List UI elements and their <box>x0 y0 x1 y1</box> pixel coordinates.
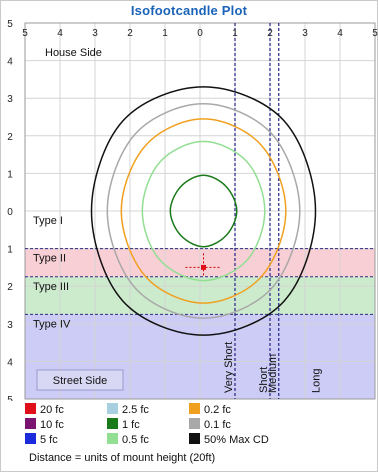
legend-label: 0.5 fc <box>122 434 149 446</box>
x-tick-label: 0 <box>197 28 203 39</box>
isoline <box>120 118 287 304</box>
street-side-box <box>36 369 124 391</box>
distance-label: Medium <box>267 354 279 393</box>
y-tick-label: 3 <box>7 320 13 331</box>
legend-swatch <box>25 433 36 444</box>
x-tick-label: 4 <box>57 28 63 39</box>
x-tick-label: 2 <box>267 28 273 39</box>
x-tick-label: 5 <box>372 28 378 39</box>
legend-swatch <box>107 418 118 429</box>
x-tick-label: 2 <box>127 28 133 39</box>
legend-item: 0.5 fc <box>107 433 149 447</box>
y-tick-label: 2 <box>7 282 13 293</box>
x-tick-label: 1 <box>232 28 238 39</box>
isoline <box>90 86 317 336</box>
legend-item: 0.2 fc <box>189 403 231 417</box>
legend-swatch <box>25 403 36 414</box>
y-tick-label: 1 <box>7 245 13 256</box>
distance-label: Long <box>311 369 323 393</box>
legend-swatch <box>189 433 200 444</box>
legend-item: 5 fc <box>25 433 58 447</box>
distance-label: Short <box>258 367 270 393</box>
isoline <box>169 174 238 248</box>
legend-swatch <box>107 403 118 414</box>
legend-item: 50% Max CD <box>189 433 269 447</box>
legend-item: 0.1 fc <box>189 418 231 432</box>
plot-border <box>24 22 376 400</box>
zone-label-1: Type I <box>33 215 63 227</box>
x-tick-label: 5 <box>22 28 28 39</box>
y-tick-label: 4 <box>7 357 13 368</box>
isoline <box>141 140 266 282</box>
legend-label: 50% Max CD <box>204 434 269 446</box>
house-side-label: House Side <box>45 47 102 59</box>
x-tick-label: 3 <box>92 28 98 39</box>
zone-label-4: Type IV <box>33 318 71 330</box>
legend-swatch <box>189 403 200 414</box>
chart-title: Isofootcandle Plot <box>130 3 248 18</box>
y-tick-label: 5 <box>7 19 13 30</box>
street-side-label: Street Side <box>53 375 107 387</box>
x-tick-label: 1 <box>162 28 168 39</box>
legend-label: 0.2 fc <box>204 404 231 416</box>
x-tick-label: 4 <box>337 28 343 39</box>
legend-label: 10 fc <box>40 419 64 431</box>
y-tick-label: 3 <box>7 94 13 105</box>
zone-label-2: Type II <box>33 253 66 265</box>
x-tick-label: 3 <box>302 28 308 39</box>
y-tick-label: 4 <box>7 57 13 68</box>
legend-swatch <box>25 418 36 429</box>
legend-label: 20 fc <box>40 404 64 416</box>
distance-label: Very Short <box>223 342 235 393</box>
y-tick-label: 0 <box>7 207 13 218</box>
y-tick-label: 1 <box>7 169 13 180</box>
legend-label: 0.1 fc <box>204 419 231 431</box>
fixture-marker <box>201 264 206 270</box>
legend-item: 10 fc <box>25 418 64 432</box>
legend-label: 5 fc <box>40 434 58 446</box>
zone-label-3: Type III <box>33 281 69 293</box>
legend-label: 1 fc <box>122 419 140 431</box>
plot-area: Type I Type II Type III Type IV Very Short Sh… <box>7 19 378 401</box>
legend-item: 1 fc <box>107 418 140 432</box>
legend-item: 20 fc <box>25 403 64 417</box>
legend-swatch <box>189 418 200 429</box>
legend-swatch <box>107 433 118 444</box>
legend-label: 2.5 fc <box>122 404 149 416</box>
isoline <box>106 103 301 319</box>
y-tick-label: 2 <box>7 132 13 143</box>
legend-item: 2.5 fc <box>107 403 149 417</box>
distance-note: Distance = units of mount height (20ft) <box>29 452 216 464</box>
y-tick-label: 5 <box>7 395 13 401</box>
